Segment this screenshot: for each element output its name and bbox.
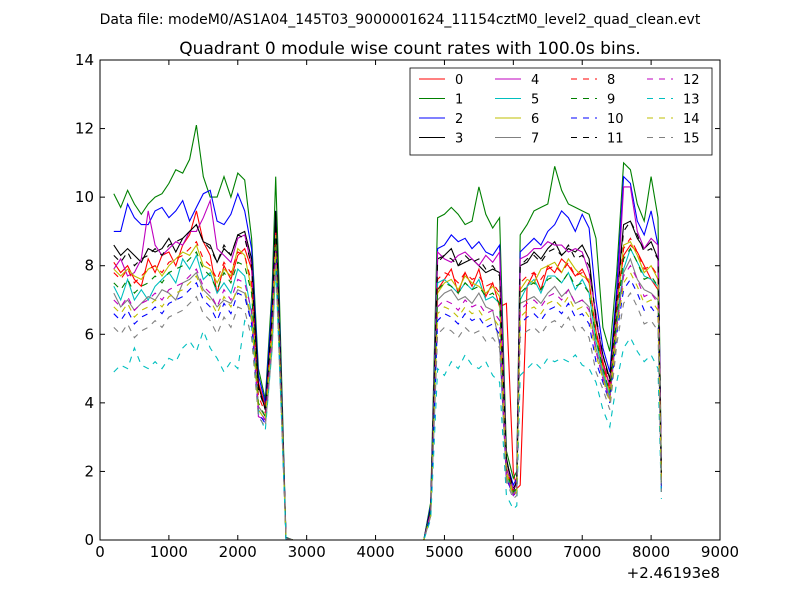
y-tick-label: 12 bbox=[75, 120, 94, 138]
series-line-6 bbox=[113, 234, 662, 540]
legend-label-12: 12 bbox=[683, 73, 700, 88]
y-tick-label: 2 bbox=[84, 462, 94, 480]
x-tick-label: 7000 bbox=[563, 543, 601, 561]
plot-frame bbox=[99, 59, 721, 541]
series-layer bbox=[113, 124, 662, 540]
legend-label-3: 3 bbox=[455, 132, 463, 147]
series-line-10 bbox=[113, 255, 662, 540]
x-tick-label: 1000 bbox=[150, 543, 188, 561]
x-tick-label: 2000 bbox=[219, 543, 257, 561]
series-line-0 bbox=[113, 210, 662, 540]
x-tick-label: 6000 bbox=[494, 543, 532, 561]
series-line-4 bbox=[113, 186, 662, 540]
legend-label-15: 15 bbox=[683, 132, 700, 147]
x-offset-label: +2.46193e8 bbox=[627, 564, 720, 582]
series-line-1 bbox=[113, 124, 662, 540]
series-line-15 bbox=[113, 265, 662, 540]
figure-suptitle: Data file: modeM0/AS1A04_145T03_90000016… bbox=[100, 12, 701, 28]
chart-title: Quadrant 0 module wise count rates with … bbox=[179, 39, 640, 59]
series-line-14 bbox=[113, 251, 662, 540]
series-line-11 bbox=[113, 217, 662, 540]
x-tick-label: 8000 bbox=[632, 543, 670, 561]
legend-label-4: 4 bbox=[531, 73, 539, 88]
y-tick-label: 8 bbox=[84, 257, 94, 275]
legend-label-0: 0 bbox=[455, 73, 463, 88]
legend-label-6: 6 bbox=[531, 112, 539, 127]
legend-label-2: 2 bbox=[455, 112, 463, 127]
series-line-12 bbox=[113, 248, 662, 540]
x-tick-label: 9000 bbox=[701, 543, 739, 561]
legend-label-7: 7 bbox=[531, 132, 539, 147]
legend-label-5: 5 bbox=[531, 93, 539, 108]
y-tick-label: 0 bbox=[84, 531, 94, 549]
legend-label-8: 8 bbox=[607, 73, 615, 88]
x-tick-label: 4000 bbox=[356, 543, 394, 561]
y-tick-label: 14 bbox=[75, 51, 94, 69]
y-tick-label: 6 bbox=[84, 325, 94, 343]
series-line-2 bbox=[113, 175, 662, 540]
legend-label-1: 1 bbox=[455, 93, 463, 108]
legend-box bbox=[409, 67, 713, 156]
legend-label-11: 11 bbox=[607, 132, 624, 147]
ticks-layer: 0 1000 2000 3000 4000 5000 6000 7000 8000 9000 0 2 4… bbox=[75, 51, 739, 561]
series-line-7 bbox=[113, 251, 662, 540]
series-line-3 bbox=[113, 210, 662, 540]
y-tick-label: 4 bbox=[84, 394, 94, 412]
legend-label-13: 13 bbox=[683, 93, 700, 108]
legend-label-14: 14 bbox=[683, 112, 700, 127]
legend-label-9: 9 bbox=[607, 93, 615, 108]
x-tick-label: 3000 bbox=[288, 543, 326, 561]
x-tick-label: 5000 bbox=[425, 543, 463, 561]
series-line-9 bbox=[113, 238, 662, 540]
x-tick-label: 0 bbox=[95, 543, 105, 561]
legend-label-10: 10 bbox=[607, 112, 624, 127]
y-tick-label: 10 bbox=[75, 188, 94, 206]
series-line-8 bbox=[113, 231, 662, 540]
